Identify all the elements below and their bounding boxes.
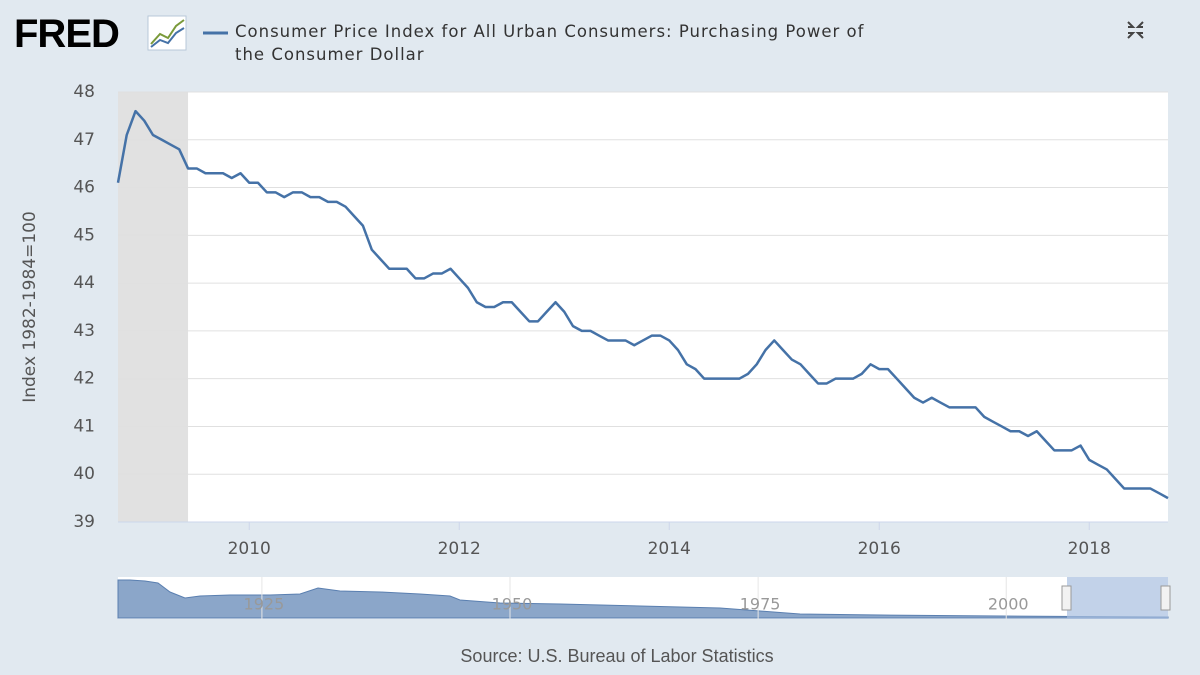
navigator-tick-label: 1975	[740, 595, 781, 614]
navigator-tick-label: 1925	[244, 595, 285, 614]
navigator-area	[117, 579, 1169, 619]
y-tick-label: 40	[73, 464, 95, 484]
y-tick-label: 42	[73, 369, 95, 389]
y-axis-label: Index 1982-1984=100	[20, 211, 40, 403]
y-tick-label: 46	[73, 178, 95, 198]
navigator-selection[interactable]	[1067, 577, 1168, 619]
navigator-tick-label: 2000	[988, 595, 1029, 614]
x-tick-label: 2018	[1068, 539, 1111, 559]
y-tick-label: 44	[73, 273, 95, 293]
y-tick-label: 48	[73, 82, 95, 102]
y-tick-label: 47	[73, 130, 95, 150]
x-tick-label: 2010	[228, 539, 271, 559]
legend-label: Consumer Price Index for All Urban Consu…	[235, 22, 865, 64]
x-tick-label: 2012	[438, 539, 481, 559]
grid	[118, 91, 1168, 523]
navigator-tick-label: 1950	[492, 595, 533, 614]
x-tick-label: 2016	[858, 539, 901, 559]
x-tick-label: 2014	[648, 539, 691, 559]
y-tick-label: 41	[73, 416, 95, 436]
y-tick-label: 43	[73, 321, 95, 341]
navigator-handle[interactable]	[1061, 585, 1072, 611]
logo: FRED	[14, 12, 120, 56]
y-tick-label: 45	[73, 225, 95, 245]
navigator[interactable]	[117, 577, 1171, 619]
navigator-handle[interactable]	[1160, 585, 1171, 611]
y-tick-label: 39	[73, 512, 95, 532]
collapse-button[interactable]	[1127, 21, 1144, 39]
recession-band	[118, 92, 189, 522]
data-line	[116, 109, 1169, 500]
source: Source: U.S. Bureau of Labor Statistics	[460, 646, 773, 666]
logo-icon	[147, 15, 187, 51]
plot-area	[118, 92, 1168, 522]
